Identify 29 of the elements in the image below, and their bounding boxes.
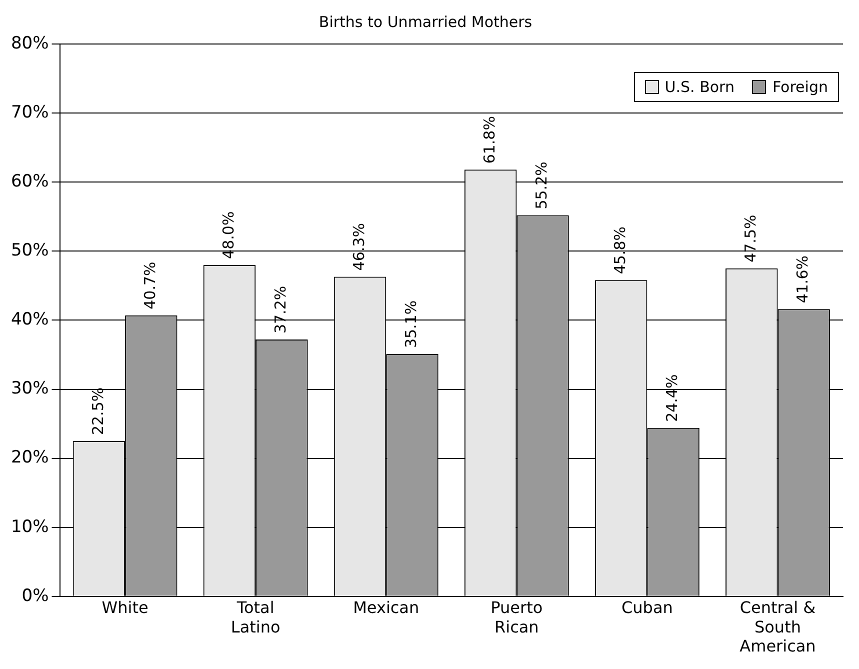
y-tick-label: 10% [10, 516, 49, 537]
chart-title: Births to Unmarried Mothers [318, 12, 532, 31]
data-label: 37.2% [272, 286, 290, 334]
x-tick-label: Total Latino [230, 598, 280, 636]
data-label: 24.4% [663, 374, 682, 422]
y-tick-label: 60% [10, 172, 49, 192]
y-tick-label: 0% [22, 586, 49, 606]
x-tick-label: White [102, 598, 148, 618]
legend-label: U.S. Born [664, 78, 734, 96]
x-tick-label: Puerto Rican [490, 598, 543, 636]
x-tick-label: Mexican [353, 598, 420, 618]
data-label: 55.2% [532, 162, 551, 210]
data-label: 46.3% [350, 223, 368, 271]
legend-label: Foreign [772, 78, 828, 96]
data-label: 45.8% [610, 226, 629, 274]
y-tick-label: 80% [10, 33, 49, 54]
data-label: 22.5% [88, 387, 107, 436]
data-label: 40.7% [141, 262, 160, 310]
data-label: 61.8% [480, 116, 498, 164]
data-label: 48.0% [219, 211, 238, 259]
y-tick-label: 70% [10, 102, 49, 122]
data-label: 47.5% [742, 214, 760, 262]
y-tick-label: 40% [10, 310, 49, 330]
x-tick-label: Cuban [621, 598, 673, 618]
y-tick-label: 30% [10, 378, 49, 399]
y-tick-label: 50% [10, 240, 49, 261]
y-tick-label: 20% [10, 448, 49, 468]
x-tick-label: Central & South American [740, 598, 816, 656]
data-label: 41.6% [794, 255, 812, 304]
